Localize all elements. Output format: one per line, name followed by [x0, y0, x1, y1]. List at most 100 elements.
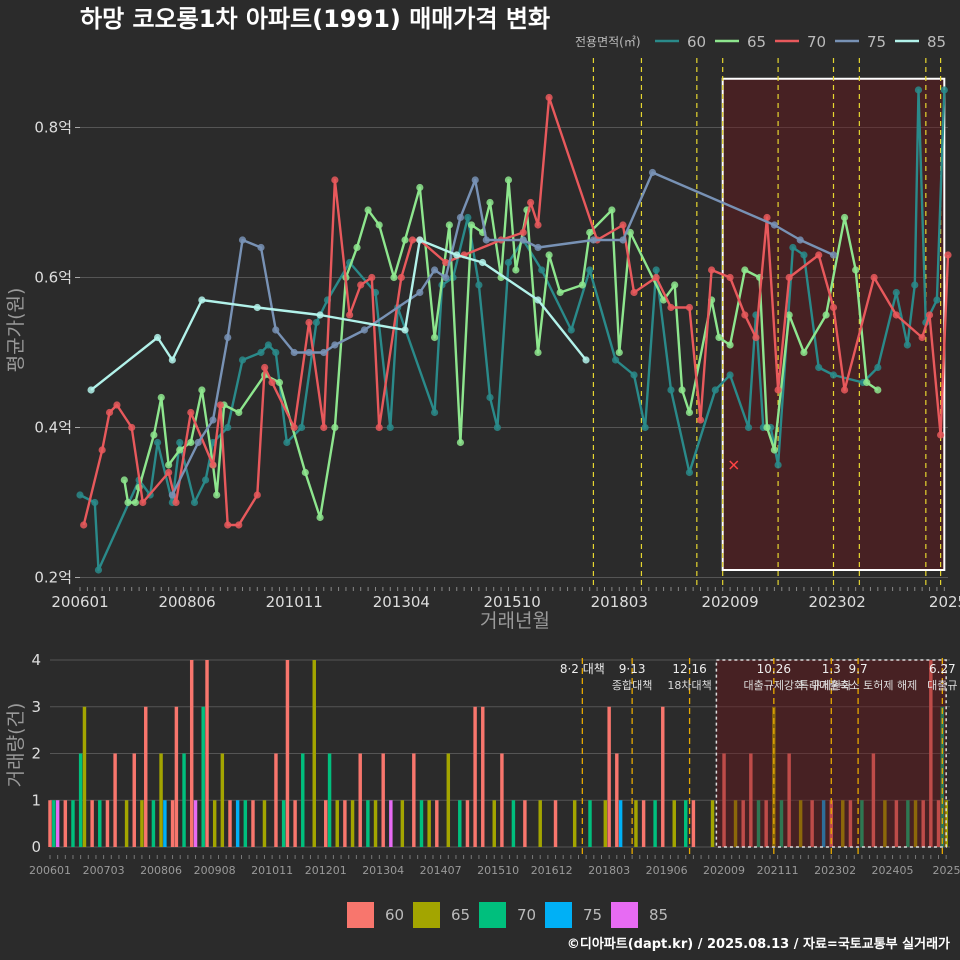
price-x-axis-title: 거래년월 [480, 610, 550, 632]
series-point-65 [120, 476, 128, 484]
series-point-60 [744, 423, 753, 432]
price-x-tick-label: 201803 [591, 593, 648, 611]
series-point-60 [726, 371, 734, 379]
series-point-65 [685, 408, 694, 417]
series-point-60 [464, 213, 472, 222]
series-point-70 [165, 468, 173, 477]
volume-bar-70 [366, 800, 370, 847]
series-point-60 [652, 266, 660, 274]
volume-bar-60 [641, 800, 646, 847]
volume-bar-60 [929, 660, 933, 847]
event-annotation-label: 9.7 [849, 662, 868, 676]
bottom-legend-key-60 [347, 902, 374, 928]
series-point-60 [874, 363, 882, 372]
volume-x-tick-label: 201510 [477, 864, 519, 877]
series-point-85 [416, 236, 424, 244]
bottom-legend-key-70 [479, 902, 506, 928]
series-point-75 [482, 236, 490, 244]
series-point-60 [933, 296, 941, 304]
series-point-85 [453, 251, 461, 259]
series-point-60 [711, 386, 719, 394]
series-point-75 [238, 236, 247, 244]
series-point-60 [238, 356, 247, 364]
series-point-65 [726, 341, 734, 349]
series-line-65 [123, 178, 879, 519]
series-point-60 [586, 266, 594, 274]
series-point-60 [641, 423, 649, 432]
volume-bar-70 [684, 800, 688, 847]
volume-bar-65 [82, 706, 87, 847]
series-point-85 [582, 356, 590, 364]
volume-bar-60 [205, 660, 209, 847]
bottom-legend-key-85 [611, 902, 638, 928]
series-point-70 [619, 221, 627, 229]
volume-x-tick-label: 202009 [703, 864, 745, 877]
credit-text: ©디아파트(dapt.kr) / 2025.08.13 / 자료=국토교통부 실… [567, 936, 950, 952]
volume-bar-65 [446, 753, 451, 847]
volume-bar-70 [243, 800, 248, 847]
series-point-65 [364, 206, 372, 214]
series-point-70 [726, 273, 734, 282]
volume-bar-70 [301, 753, 305, 847]
volume-bar-65 [159, 753, 163, 847]
event-annotation-label: 1.3 [822, 662, 841, 676]
price-x-tick-label: 201510 [484, 593, 541, 611]
series-point-70 [187, 408, 195, 417]
volume-bar-60 [228, 800, 232, 847]
volume-bar-70 [281, 800, 286, 847]
volume-bar-65 [220, 753, 225, 847]
volume-bar-65 [913, 800, 918, 847]
series-point-65 [586, 228, 594, 237]
price-chart: 0.2억 0.4억 0.6억 0.8억 200601 200806 201011 20130… [5, 58, 960, 632]
series-point-65 [874, 386, 882, 394]
series-point-60 [611, 356, 620, 364]
volume-bar-65 [710, 800, 715, 847]
volume-bar-65 [572, 800, 577, 847]
bottom-legend: 60 65 70 75 85 [347, 902, 668, 928]
volume-bar-60 [174, 706, 179, 847]
series-point-70 [80, 521, 88, 529]
volume-bar-60 [274, 753, 278, 847]
volume-y-tick-label: 0 [31, 838, 41, 856]
bottom-legend-key-65 [413, 902, 440, 928]
series-point-75 [770, 221, 779, 229]
series-point-70 [172, 498, 180, 507]
volume-bar-65 [944, 800, 948, 847]
series-point-65 [763, 423, 771, 432]
volume-bar-60 [615, 753, 619, 847]
event-annotation-label: 18차대책 [667, 679, 711, 692]
volume-bar-60 [48, 800, 52, 847]
series-point-65 [213, 491, 221, 499]
volume-x-tick-label: 201612 [531, 864, 573, 877]
volume-bar-65 [492, 800, 496, 847]
volume-bar-60 [936, 800, 941, 847]
series-point-65 [275, 378, 284, 387]
volume-y-axis-title: 거래량(건) [5, 703, 27, 788]
series-point-65 [556, 288, 564, 297]
bottom-legend-key-75 [545, 902, 572, 928]
volume-bar-65 [634, 800, 638, 847]
volume-bar-70 [756, 800, 761, 847]
series-point-60 [91, 498, 99, 507]
series-point-85 [479, 258, 487, 267]
volume-bar-75 [235, 800, 240, 847]
series-point-75 [168, 491, 176, 499]
series-point-70 [290, 423, 298, 432]
series-point-70 [870, 273, 878, 282]
series-point-65 [187, 438, 195, 447]
series-point-65 [770, 446, 779, 454]
series-point-60 [630, 371, 638, 379]
series-point-70 [128, 423, 136, 432]
volume-bar-60 [894, 800, 899, 847]
series-point-75 [224, 333, 232, 342]
chart-title: 하망 코오롱1차 아파트(1991) 매매가격 변화 [80, 5, 550, 33]
series-point-65 [715, 333, 723, 342]
volume-bar-60 [293, 800, 297, 847]
series-point-60 [153, 438, 162, 447]
series-point-65 [741, 266, 749, 274]
volume-bar-70 [52, 800, 56, 847]
series-point-70 [763, 213, 771, 222]
series-point-70 [741, 311, 749, 319]
series-point-65 [150, 431, 158, 439]
series-point-65 [545, 251, 553, 259]
